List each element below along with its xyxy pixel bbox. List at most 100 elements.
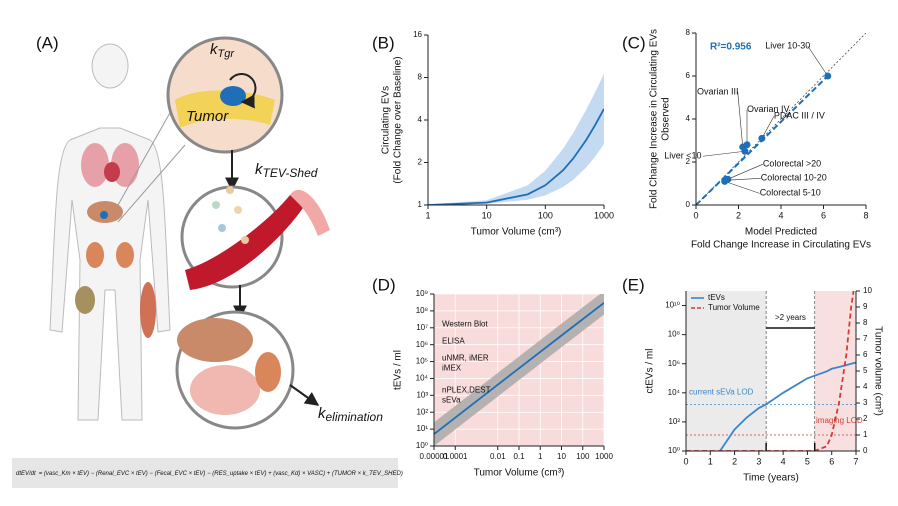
organ <box>75 286 95 314</box>
intestine <box>190 365 260 415</box>
vessel-branch <box>290 189 330 236</box>
x-tick-label: 1 <box>538 452 543 461</box>
y-tick-label: 10⁷ <box>416 323 428 332</box>
point-label: Liver <10 <box>664 151 701 161</box>
equation-rhs: = (vasc_Km × tEV) − (Renal_EVC × tEV) − … <box>39 471 403 477</box>
point-label: Liver 10-30 <box>765 40 810 50</box>
x-tick-label: 0.0001 <box>443 452 468 461</box>
k-shed: kTEV-Shed <box>255 161 318 180</box>
liver <box>177 318 253 362</box>
x-tick-label: 10 <box>557 452 566 461</box>
series-line <box>686 291 855 451</box>
point-label: Colorectal >20 <box>763 159 821 169</box>
kidney <box>116 242 134 268</box>
y2-tick-label: 1 <box>863 430 868 439</box>
y-tick-label: 1 <box>418 200 423 209</box>
point <box>741 147 749 155</box>
point-label: PDAC III / IV <box>774 111 825 121</box>
reference-label: imaging LOD <box>816 416 863 425</box>
leader-line <box>702 150 745 157</box>
annotation: nPLEX,DEST <box>442 385 491 394</box>
chart: (C) 0 2 4 6 8 0 2 4 6 8 Model Predicted Fold Change … <box>622 28 871 251</box>
chart: (B) 1 10 100 1000 1 2 4 8 16 Tumor Volume (cm³) Cir… <box>372 30 614 238</box>
reference-label: current sEVa LOD <box>689 388 754 397</box>
leader-line <box>725 177 761 181</box>
y2-tick-label: 9 <box>863 302 868 311</box>
equation-lhs: dtEV/dt <box>16 471 36 477</box>
y2-tick-label: 7 <box>863 334 868 343</box>
y-tick-label: 10⁰ <box>668 446 680 455</box>
axes <box>427 35 604 206</box>
y2-tick-label: 3 <box>863 398 868 407</box>
lung <box>81 143 109 187</box>
y2-tick-label: 0 <box>863 446 868 455</box>
x-tick-label: 2 <box>736 210 741 220</box>
axes <box>695 33 866 206</box>
y-tick-label: 16 <box>413 30 422 39</box>
x-axis-label: Tumor Volume (cm³) <box>471 227 562 238</box>
x-tick-label: 6 <box>821 210 826 220</box>
ev <box>212 201 220 209</box>
illustration: (A) kTgr Tumor kTEV-Shed kelimination <box>12 33 403 488</box>
subscript: Tgr <box>218 48 236 60</box>
leader-line <box>807 45 828 77</box>
legend-label: tEVs <box>708 293 725 302</box>
x-tick-label: 0 <box>693 210 698 220</box>
y-tick-label: 4 <box>418 115 423 124</box>
arrow <box>289 384 320 406</box>
y2-tick-label: 10 <box>863 286 872 295</box>
kidney <box>86 242 104 268</box>
confidence-band <box>428 73 604 205</box>
panel-label: (B) <box>372 33 395 52</box>
subscript: elimination <box>326 410 384 424</box>
x-tick-label: 1000 <box>595 452 613 461</box>
y-tick-label: 10⁶ <box>668 359 680 368</box>
y-tick-label: 10¹⁰ <box>665 301 680 310</box>
y-tick-label: 10⁹ <box>416 289 428 298</box>
y-tick-label: 8 <box>418 73 423 82</box>
x-axis-label: Time (years) <box>743 473 799 484</box>
ev <box>241 236 249 244</box>
confidence-band <box>434 294 604 446</box>
y2-tick-label: 6 <box>863 350 868 359</box>
x-axis-label: Model Predicted <box>745 227 817 238</box>
panel-label: (E) <box>622 275 645 294</box>
y-tick-label: 10⁵ <box>416 357 428 366</box>
y-tick-label: 8 <box>686 28 691 37</box>
x-axis-label: Fold Change Increase in Circulating EVs <box>691 240 871 251</box>
equation-box <box>12 458 398 488</box>
panel-label: (C) <box>622 33 646 52</box>
point-label: Colorectal 10-20 <box>761 173 827 183</box>
x-tick-label: 100 <box>538 210 553 220</box>
y-tick-label: 10² <box>668 417 680 426</box>
annotation: uNMR, iMER <box>442 353 489 362</box>
y-tick-label: 6 <box>686 71 691 80</box>
y-tick-label: 10⁴ <box>668 388 681 397</box>
y-axis-label: ctEVs / ml <box>645 348 656 393</box>
chart: (E) 0 1 2 3 4 5 6 7 10⁰ 10² 10⁴ 10⁶ 10⁸ 10¹⁰ 0 1 2 3 4 5 6 7 8 9… <box>622 275 883 483</box>
y-tick-label: 10⁸ <box>416 306 428 315</box>
x-tick-label: 10 <box>482 210 492 220</box>
y-axis-label: Observed <box>661 97 672 140</box>
growth-arrow <box>229 73 257 109</box>
x-tick-label: 4 <box>781 456 786 466</box>
annotation: Western Blot <box>442 320 488 329</box>
y-tick-label: 10³ <box>416 390 428 399</box>
y-axis-label: Fold Change Increase in Circulating EVs <box>649 29 660 209</box>
panel-label: (A) <box>36 33 59 52</box>
y-axis-label: Circulating EVs <box>381 86 392 154</box>
y2-tick-label: 4 <box>863 382 868 391</box>
region <box>814 291 856 451</box>
y-tick-label: 0 <box>686 200 691 209</box>
y-tick-label: 10² <box>416 407 428 416</box>
leader-line <box>737 91 744 147</box>
x-axis-label: Tumor Volume (cm³) <box>474 468 565 479</box>
symbol: k <box>318 405 327 422</box>
y-tick-label: 2 <box>418 158 423 167</box>
x-tick-label: 5 <box>805 456 810 466</box>
axes <box>433 294 604 447</box>
heart <box>104 162 120 182</box>
x-tick-label: 0 <box>683 456 688 466</box>
bracket-label: >2 years <box>775 313 806 322</box>
series-line <box>719 361 856 451</box>
